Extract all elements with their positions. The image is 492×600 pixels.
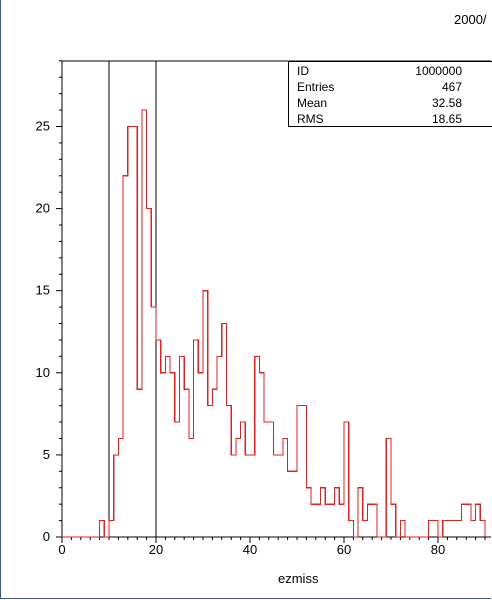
histogram-bin bbox=[339, 504, 344, 537]
stat-value: 467 bbox=[441, 80, 462, 94]
histogram-bin bbox=[217, 356, 222, 537]
histogram-bin bbox=[330, 504, 335, 537]
histogram-bin bbox=[306, 488, 311, 537]
histogram-bin bbox=[452, 521, 457, 537]
histogram-bin bbox=[212, 389, 217, 537]
stat-value: 18.65 bbox=[431, 112, 462, 126]
x-tick-label: 40 bbox=[243, 542, 257, 557]
histogram-bin bbox=[123, 176, 128, 537]
histogram-bin bbox=[231, 455, 236, 537]
histogram-bin bbox=[391, 504, 396, 537]
histogram-bin bbox=[142, 110, 147, 537]
histogram-bin bbox=[283, 438, 288, 537]
histogram-bin bbox=[278, 455, 283, 537]
histogram-bin bbox=[170, 373, 175, 537]
histogram-bin bbox=[443, 521, 448, 537]
histogram-bin bbox=[198, 373, 203, 537]
y-tick-label: 25 bbox=[36, 119, 50, 134]
y-tick-label: 10 bbox=[36, 365, 50, 380]
histogram-bin bbox=[466, 504, 471, 537]
histogram-bin bbox=[245, 455, 250, 537]
stat-key: RMS bbox=[297, 112, 324, 126]
histogram-bin bbox=[302, 406, 307, 537]
date-label: 2000/ bbox=[454, 12, 487, 27]
stat-key: ID bbox=[297, 64, 309, 78]
histogram-bin bbox=[165, 356, 170, 537]
histogram-bin bbox=[151, 307, 156, 537]
histogram-bin bbox=[100, 521, 105, 537]
stat-value: 32.58 bbox=[431, 96, 462, 110]
histogram-bin bbox=[429, 521, 434, 537]
histogram-bin bbox=[133, 127, 138, 538]
histogram-bin bbox=[288, 471, 293, 537]
histogram-bin bbox=[189, 438, 194, 537]
y-tick-label: 5 bbox=[43, 447, 50, 462]
histogram-bin bbox=[344, 422, 349, 537]
x-tick-label: 20 bbox=[149, 542, 163, 557]
histogram-bin bbox=[358, 488, 363, 537]
histogram-bin bbox=[447, 521, 452, 537]
histogram-bin bbox=[114, 455, 119, 537]
histogram-bin bbox=[241, 422, 246, 537]
histogram-bin bbox=[292, 471, 297, 537]
histogram-bin bbox=[325, 504, 330, 537]
histogram-bin bbox=[386, 438, 391, 537]
histogram-bin bbox=[316, 504, 321, 537]
histogram-bin bbox=[137, 389, 142, 537]
histogram-bin bbox=[203, 291, 208, 537]
histogram-bin bbox=[180, 356, 185, 537]
histogram-bin bbox=[321, 488, 326, 537]
histogram-bin bbox=[227, 406, 232, 537]
histogram-bin bbox=[128, 127, 133, 538]
histogram-bin bbox=[109, 521, 114, 537]
statistics-box: ID 1000000 Entries 467 Mean 32.58 RMS 18… bbox=[288, 61, 492, 127]
y-tick-label: 0 bbox=[43, 529, 50, 544]
histogram-bin bbox=[259, 373, 264, 537]
x-tick-label: 0 bbox=[58, 542, 65, 557]
histogram-bin bbox=[363, 521, 368, 537]
histogram-bin bbox=[147, 209, 152, 537]
stat-key: Mean bbox=[297, 96, 328, 110]
histogram-bin bbox=[400, 521, 405, 537]
histogram-bin bbox=[236, 438, 241, 537]
histogram-bin bbox=[297, 406, 302, 537]
histogram-bin bbox=[433, 521, 438, 537]
histogram-bin bbox=[175, 422, 180, 537]
histogram-bin bbox=[471, 521, 476, 537]
x-tick-label: 80 bbox=[431, 542, 445, 557]
histogram-bin bbox=[118, 438, 123, 537]
histogram-bin bbox=[462, 504, 467, 537]
x-axis-label: ezmiss bbox=[278, 571, 319, 586]
histogram-bin bbox=[349, 521, 354, 537]
histogram-bin bbox=[194, 340, 199, 537]
histogram-bin bbox=[368, 504, 373, 537]
stat-value: 1000000 bbox=[415, 64, 462, 78]
histogram-bin bbox=[250, 455, 255, 537]
histogram-bin bbox=[255, 356, 260, 537]
histogram-bin bbox=[372, 504, 377, 537]
histogram-bin bbox=[480, 521, 485, 537]
histogram-bin bbox=[476, 504, 481, 537]
histogram-bin bbox=[457, 521, 462, 537]
histogram-bin bbox=[161, 373, 166, 537]
histogram-bin bbox=[311, 504, 316, 537]
histogram-bin bbox=[222, 324, 227, 537]
x-tick-label: 60 bbox=[337, 542, 351, 557]
stat-key: Entries bbox=[297, 80, 335, 94]
histogram-bin bbox=[264, 422, 269, 537]
y-tick-label: 15 bbox=[36, 283, 50, 298]
y-tick-label: 20 bbox=[36, 201, 50, 216]
histogram-bin bbox=[269, 422, 274, 537]
histogram-series bbox=[62, 109, 486, 538]
histogram-bin bbox=[184, 389, 189, 537]
histogram-bin bbox=[156, 340, 161, 537]
histogram-bin bbox=[208, 406, 213, 537]
histogram-bin bbox=[274, 455, 279, 537]
histogram-bin bbox=[335, 488, 340, 537]
